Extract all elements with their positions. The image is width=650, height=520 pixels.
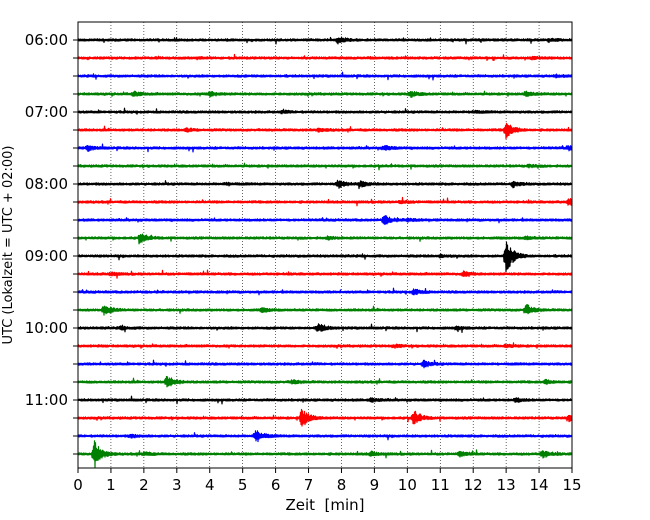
seismogram-trace — [77, 179, 573, 190]
y-tick-label: 11:00 — [25, 391, 68, 409]
plot-frame — [77, 21, 573, 469]
x-tick-label: 7 — [304, 476, 314, 494]
seismogram-trace — [77, 196, 573, 207]
y-tick-label: 06:00 — [25, 31, 68, 49]
seismogram-trace — [77, 408, 573, 427]
seismogram-trace — [77, 395, 573, 405]
x-tick-label: 5 — [238, 476, 248, 494]
x-tick-label: 11 — [431, 476, 450, 494]
seismogram-trace — [77, 241, 573, 273]
x-tick-label: 14 — [530, 476, 549, 494]
plot-area — [78, 22, 572, 468]
y-axis-label: UTC (Lokalzeit = UTC + 02:00) — [1, 146, 16, 345]
y-tick-label: 09:00 — [25, 247, 68, 265]
x-axis-label: Zeit [min] — [285, 496, 364, 514]
seismogram-trace — [77, 304, 573, 316]
seismogram-trace — [77, 122, 573, 140]
seismogram-trace — [77, 359, 573, 369]
seismogram-trace — [77, 90, 573, 99]
seismogram-trace — [77, 430, 573, 443]
x-tick-label: 0 — [73, 476, 83, 494]
seismogram-trace — [77, 375, 573, 388]
x-tick-label: 12 — [464, 476, 483, 494]
seismogram-trace — [77, 71, 573, 81]
x-tick-label: 3 — [172, 476, 182, 494]
x-tick-label: 4 — [205, 476, 215, 494]
seismogram-trace — [77, 162, 573, 171]
x-tick-label: 6 — [271, 476, 281, 494]
seismogram-trace — [77, 215, 573, 226]
seismogram-trace — [77, 287, 573, 296]
seismogram-trace — [77, 53, 573, 62]
y-tick-label: 07:00 — [25, 103, 68, 121]
x-tick-label: 8 — [337, 476, 347, 494]
seismogram-trace — [77, 323, 573, 334]
y-axis-ticks: 06:00 07:00 08:00 09:00 10:00 11:00 — [25, 31, 78, 455]
x-tick-label: 15 — [562, 476, 581, 494]
y-tick-label: 08:00 — [25, 175, 68, 193]
x-tick-label: 2 — [139, 476, 149, 494]
x-tick-label: 9 — [370, 476, 380, 494]
seismogram-trace — [77, 107, 573, 115]
x-tick-label: 1 — [106, 476, 116, 494]
seismogram-trace — [77, 36, 573, 45]
x-tick-label: 13 — [497, 476, 516, 494]
x-tick-label: 10 — [398, 476, 417, 494]
seismogram-trace — [77, 342, 573, 349]
seismogram-trace — [77, 269, 573, 279]
seismogram-trace — [77, 233, 573, 245]
y-tick-label: 10:00 — [25, 319, 68, 337]
seismogram-traces — [77, 36, 573, 469]
seismogram-trace — [77, 143, 573, 153]
x-axis-ticks: 0 1 2 3 4 5 6 7 8 9 10 11 12 13 14 15 — [73, 468, 582, 494]
seismogram-trace — [77, 440, 573, 469]
